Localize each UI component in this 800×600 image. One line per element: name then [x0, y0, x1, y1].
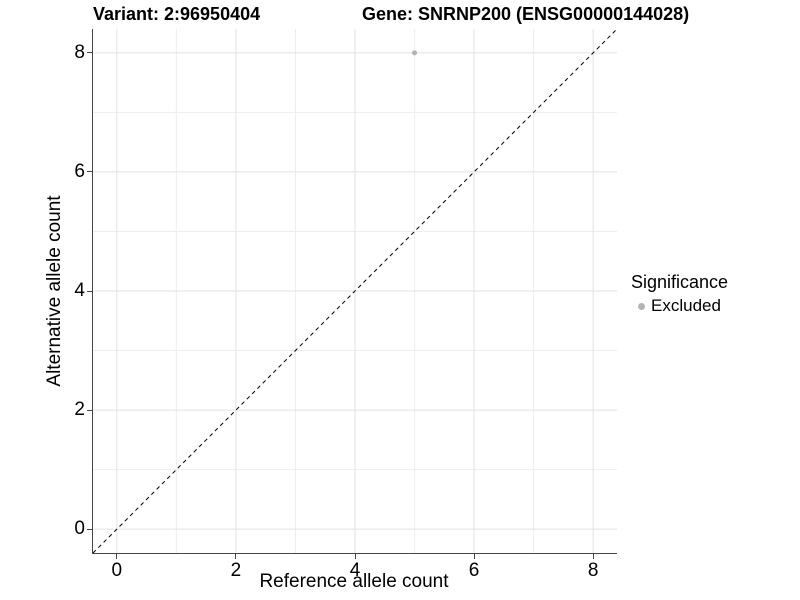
x-tick-label: 2	[230, 560, 242, 581]
y-tick-mark	[87, 290, 92, 292]
plot-canvas	[93, 29, 617, 553]
x-tick-mark	[473, 554, 475, 559]
legend: Significance Excluded	[631, 272, 728, 316]
legend-key-dot-icon	[638, 302, 645, 310]
plot-title-gene: Gene: SNRNP200 (ENSG00000144028)	[362, 4, 690, 24]
x-axis-title: Reference allele count	[259, 571, 449, 592]
y-tick-mark	[87, 52, 92, 54]
legend-item-label: Excluded	[651, 296, 721, 315]
x-tick-mark	[116, 554, 118, 559]
legend-item-excluded: Excluded	[631, 296, 728, 316]
plot-title-variant: Variant: 2:96950404	[93, 4, 261, 24]
x-tick-label: 0	[111, 560, 123, 581]
x-tick-mark	[592, 554, 594, 559]
legend-title: Significance	[631, 272, 729, 292]
x-tick-mark	[354, 554, 356, 559]
y-tick-mark	[87, 171, 92, 173]
y-tick-label: 0	[74, 518, 85, 540]
y-tick-label: 2	[74, 399, 85, 421]
x-tick-label: 6	[468, 560, 480, 581]
plot-panel	[92, 29, 617, 554]
y-tick-mark	[87, 409, 92, 411]
y-tick-label: 8	[74, 41, 85, 63]
y-tick-label: 6	[74, 160, 85, 182]
x-tick-label: 8	[587, 560, 599, 581]
x-tick-label: 4	[349, 560, 361, 581]
y-tick-mark	[87, 528, 92, 530]
x-tick-mark	[235, 554, 237, 559]
y-tick-label: 4	[74, 280, 85, 301]
data-point	[412, 50, 418, 56]
identity-line	[93, 29, 617, 553]
